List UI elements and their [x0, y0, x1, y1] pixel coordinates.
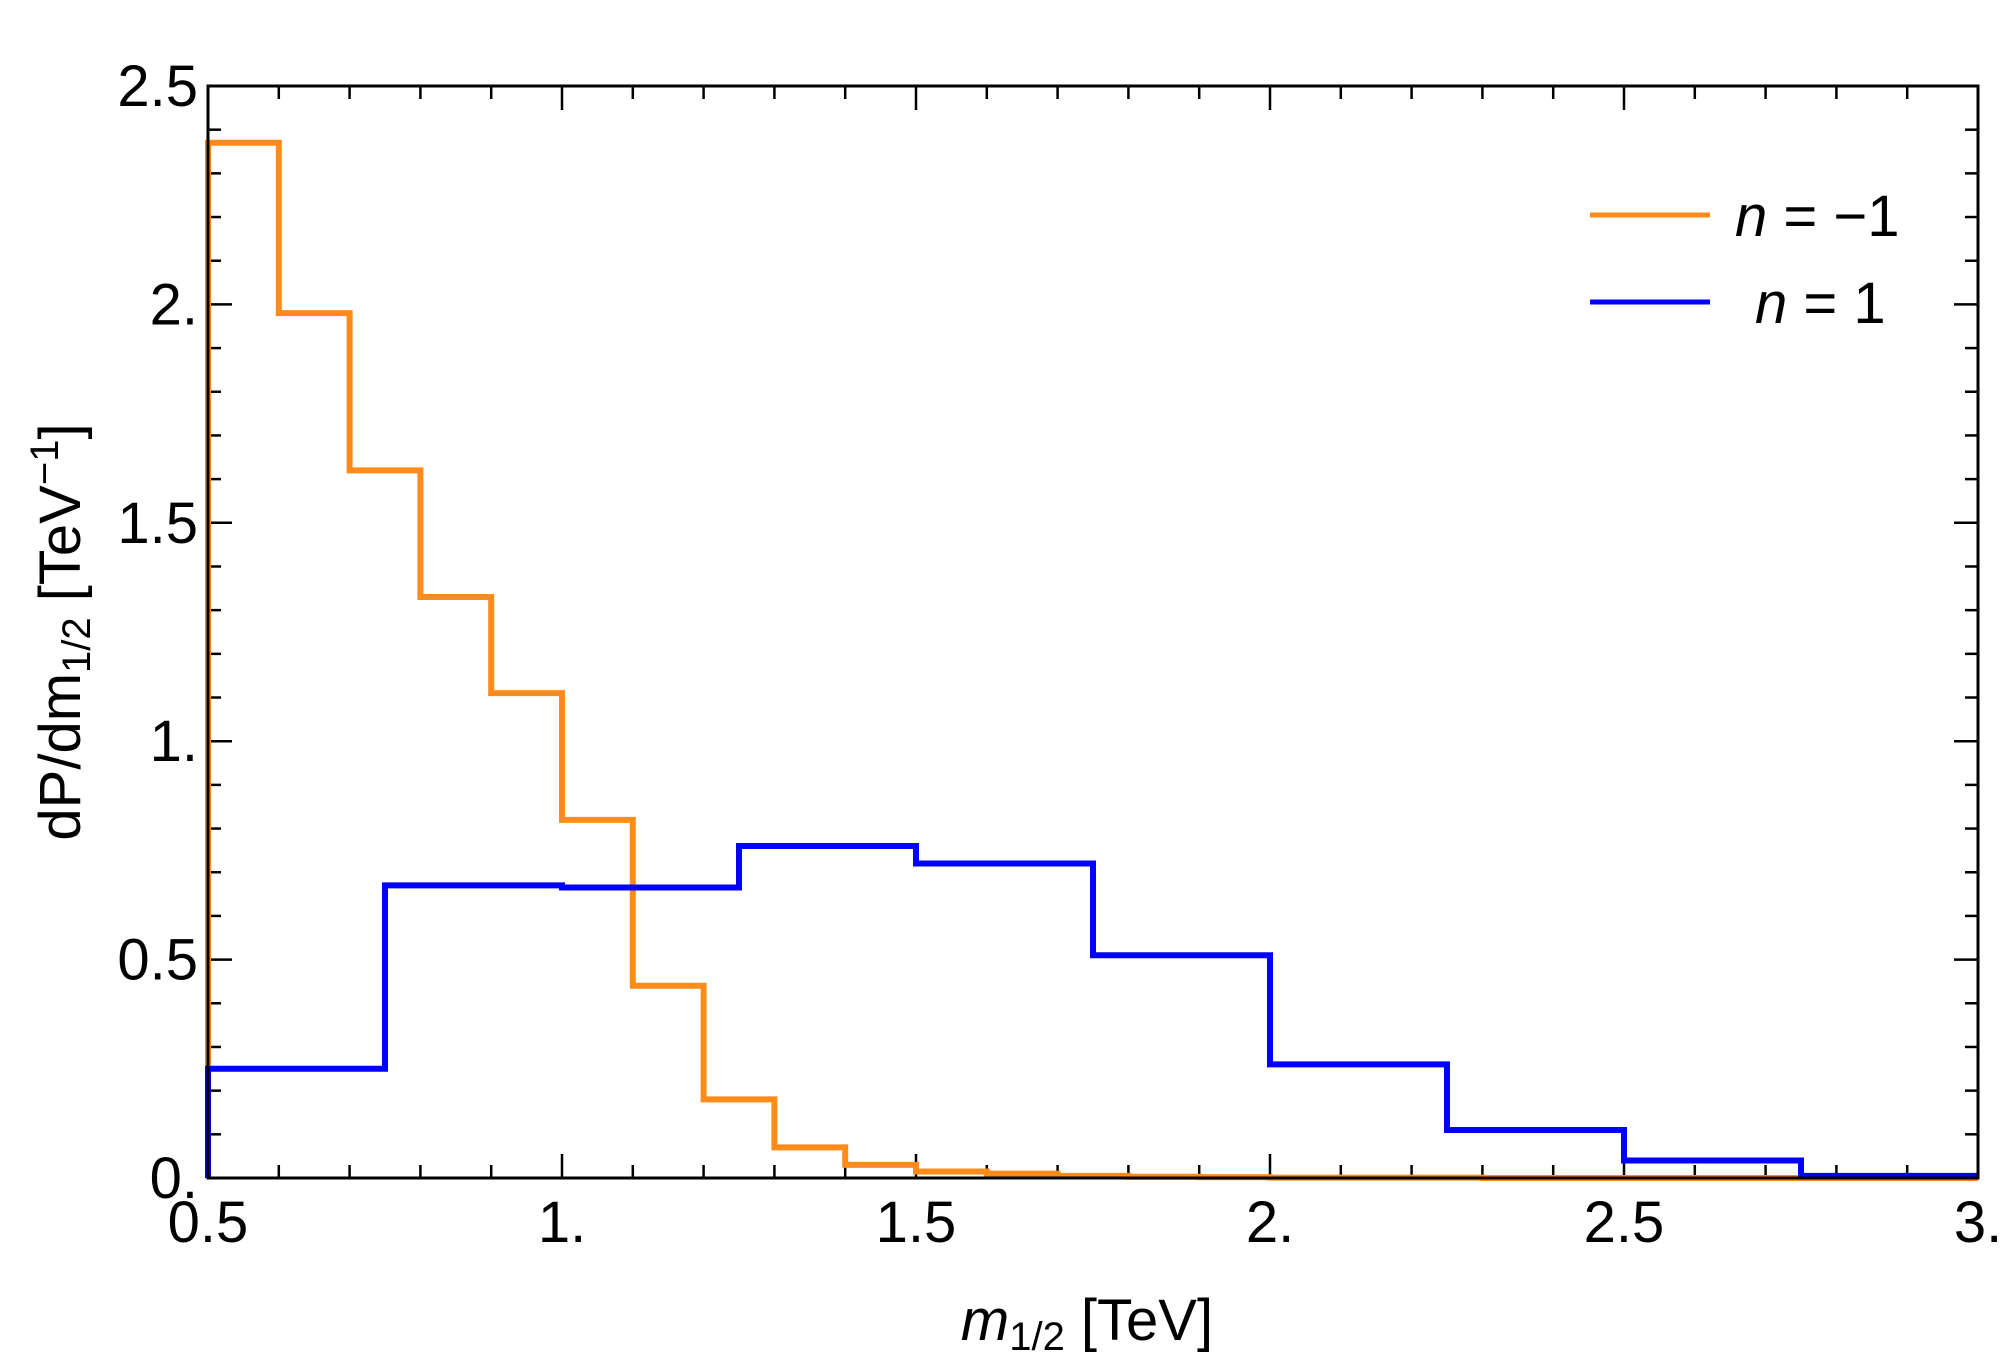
legend-var: n [1755, 271, 1787, 336]
x-tick-label: 2.5 [1584, 1190, 1665, 1255]
y-axis-label-prefix: dP/dm [28, 673, 93, 841]
y-tick-label: 0.5 [117, 928, 198, 993]
y-tick-label: 1. [150, 709, 198, 774]
legend-value: = −1 [1767, 184, 1899, 249]
x-tick-label: 0.5 [168, 1190, 249, 1255]
axis-ticks [206, 84, 1980, 1180]
y-axis-label-sub: 1/2 [55, 617, 99, 673]
y-axis-label: dP/dm1/2 [TeV−1] [23, 423, 99, 840]
y-tick-label: 2. [150, 272, 198, 337]
x-tick-label: 2. [1246, 1190, 1294, 1255]
legend-label-n-minus-1: n = −1 [1735, 184, 1900, 249]
legend-value: = 1 [1787, 271, 1885, 336]
y-axis-label-sup: −1 [23, 440, 67, 486]
x-tick-label: 1. [538, 1190, 586, 1255]
y-tick-label: 2.5 [117, 54, 198, 119]
x-axis-label-sub: 1/2 [1009, 1315, 1065, 1359]
y-axis-label-close: ] [28, 423, 93, 439]
plot-frame [206, 84, 1980, 1180]
tick-labels: 0.5 1. 1.5 2. 2.5 3.0.0.51.1.52.2.5 [117, 54, 2000, 1255]
x-tick-label: 1.5 [876, 1190, 957, 1255]
x-axis-label-var: m [961, 1288, 1009, 1353]
series-n-minus-1-histogram [205, 139, 1978, 1181]
legend: n = −1 n = 1 [1590, 184, 1900, 336]
y-tick-label: 0. [150, 1146, 198, 1211]
x-axis-label: m1/2 [TeV] [961, 1288, 1213, 1359]
y-axis-label-unit: [TeV [28, 485, 93, 617]
legend-label-n-1: n = 1 [1755, 271, 1886, 336]
series-n-1-histogram [205, 843, 1978, 1179]
plot-area [205, 139, 1978, 1181]
y-tick-label: 1.5 [117, 491, 198, 556]
x-tick-label: 3. [1954, 1190, 2000, 1255]
x-axis-label-unit: [TeV] [1065, 1288, 1213, 1353]
legend-var: n [1735, 184, 1767, 249]
